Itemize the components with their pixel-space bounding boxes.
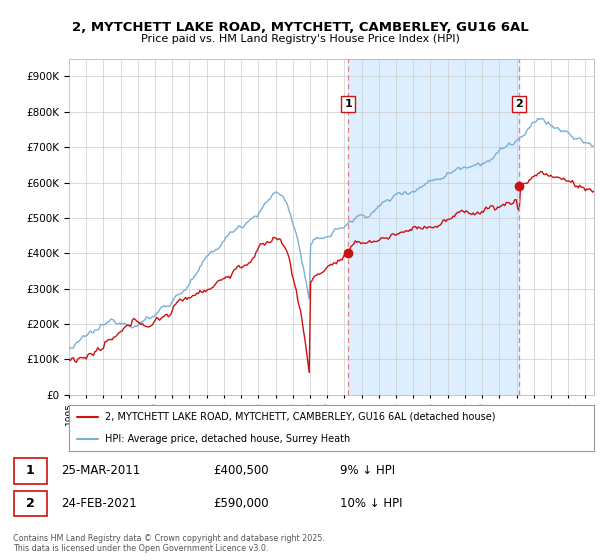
Text: 9% ↓ HPI: 9% ↓ HPI xyxy=(340,464,395,478)
Text: 2: 2 xyxy=(515,99,523,109)
Text: 2, MYTCHETT LAKE ROAD, MYTCHETT, CAMBERLEY, GU16 6AL: 2, MYTCHETT LAKE ROAD, MYTCHETT, CAMBERL… xyxy=(71,21,529,34)
Text: 1: 1 xyxy=(26,464,35,478)
Text: 1: 1 xyxy=(344,99,352,109)
Text: 2, MYTCHETT LAKE ROAD, MYTCHETT, CAMBERLEY, GU16 6AL (detached house): 2, MYTCHETT LAKE ROAD, MYTCHETT, CAMBERL… xyxy=(105,412,495,422)
Text: 2: 2 xyxy=(26,497,35,510)
Text: 24-FEB-2021: 24-FEB-2021 xyxy=(61,497,137,510)
Bar xyxy=(349,59,519,395)
FancyBboxPatch shape xyxy=(14,459,47,483)
Text: £400,500: £400,500 xyxy=(214,464,269,478)
Text: Contains HM Land Registry data © Crown copyright and database right 2025.
This d: Contains HM Land Registry data © Crown c… xyxy=(13,534,325,553)
Text: 10% ↓ HPI: 10% ↓ HPI xyxy=(340,497,403,510)
Text: HPI: Average price, detached house, Surrey Heath: HPI: Average price, detached house, Surr… xyxy=(105,434,350,444)
Text: £590,000: £590,000 xyxy=(214,497,269,510)
Text: 25-MAR-2011: 25-MAR-2011 xyxy=(61,464,140,478)
FancyBboxPatch shape xyxy=(14,491,47,516)
Text: Price paid vs. HM Land Registry's House Price Index (HPI): Price paid vs. HM Land Registry's House … xyxy=(140,34,460,44)
